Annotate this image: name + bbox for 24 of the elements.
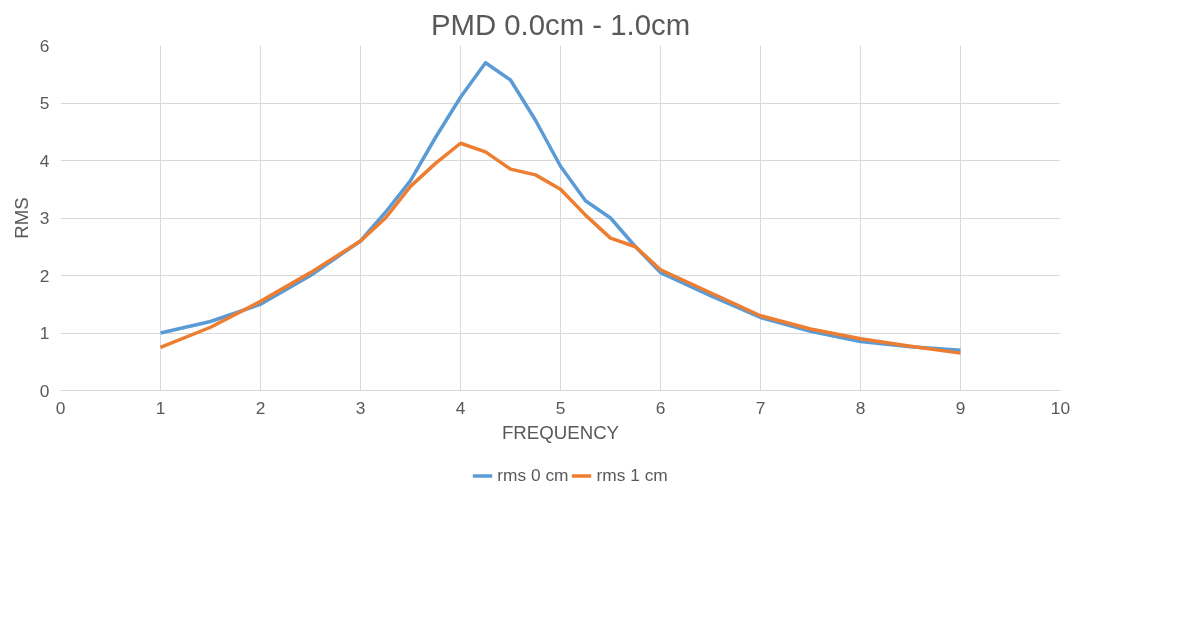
y-tick-label: 4 (39, 150, 50, 171)
x-tick-label: 5 (555, 397, 566, 418)
y-tick-label: 6 (39, 35, 50, 56)
x-tick-label: 3 (355, 397, 366, 418)
x-tick-label: 10 (1050, 397, 1071, 418)
y-tick-label: 0 (39, 380, 50, 401)
x-tick-label: 4 (455, 397, 466, 418)
x-tick-label: 7 (755, 397, 766, 418)
y-tick-label: 5 (39, 93, 50, 113)
chart-title: PMD 0.0cm - 1.0cm (430, 7, 691, 41)
x-tick-label: 0 (55, 397, 66, 418)
legend-label: rms 0 cm (497, 464, 569, 486)
y-tick-label: 2 (39, 265, 50, 286)
line-series (158, 141, 963, 355)
x-tick-label: 1 (155, 397, 166, 418)
x-tick-label: 2 (255, 397, 266, 418)
x-tick-label: 6 (655, 397, 666, 418)
y-tick-label: 1 (39, 323, 50, 343)
legend-label: rms 1 cm (596, 464, 668, 486)
x-tick-label: 8 (855, 397, 866, 418)
y-axis-title: RMS (10, 197, 32, 239)
x-axis-title: FREQUENCY (501, 421, 620, 443)
y-tick-label: 3 (39, 208, 50, 228)
x-tick-label: 9 (955, 397, 966, 418)
